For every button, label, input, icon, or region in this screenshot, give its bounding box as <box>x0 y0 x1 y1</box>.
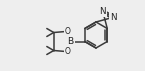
Text: O: O <box>64 47 70 56</box>
Text: B: B <box>68 37 74 46</box>
Text: O: O <box>64 27 70 36</box>
Text: N: N <box>100 7 106 16</box>
Text: N: N <box>110 13 116 22</box>
